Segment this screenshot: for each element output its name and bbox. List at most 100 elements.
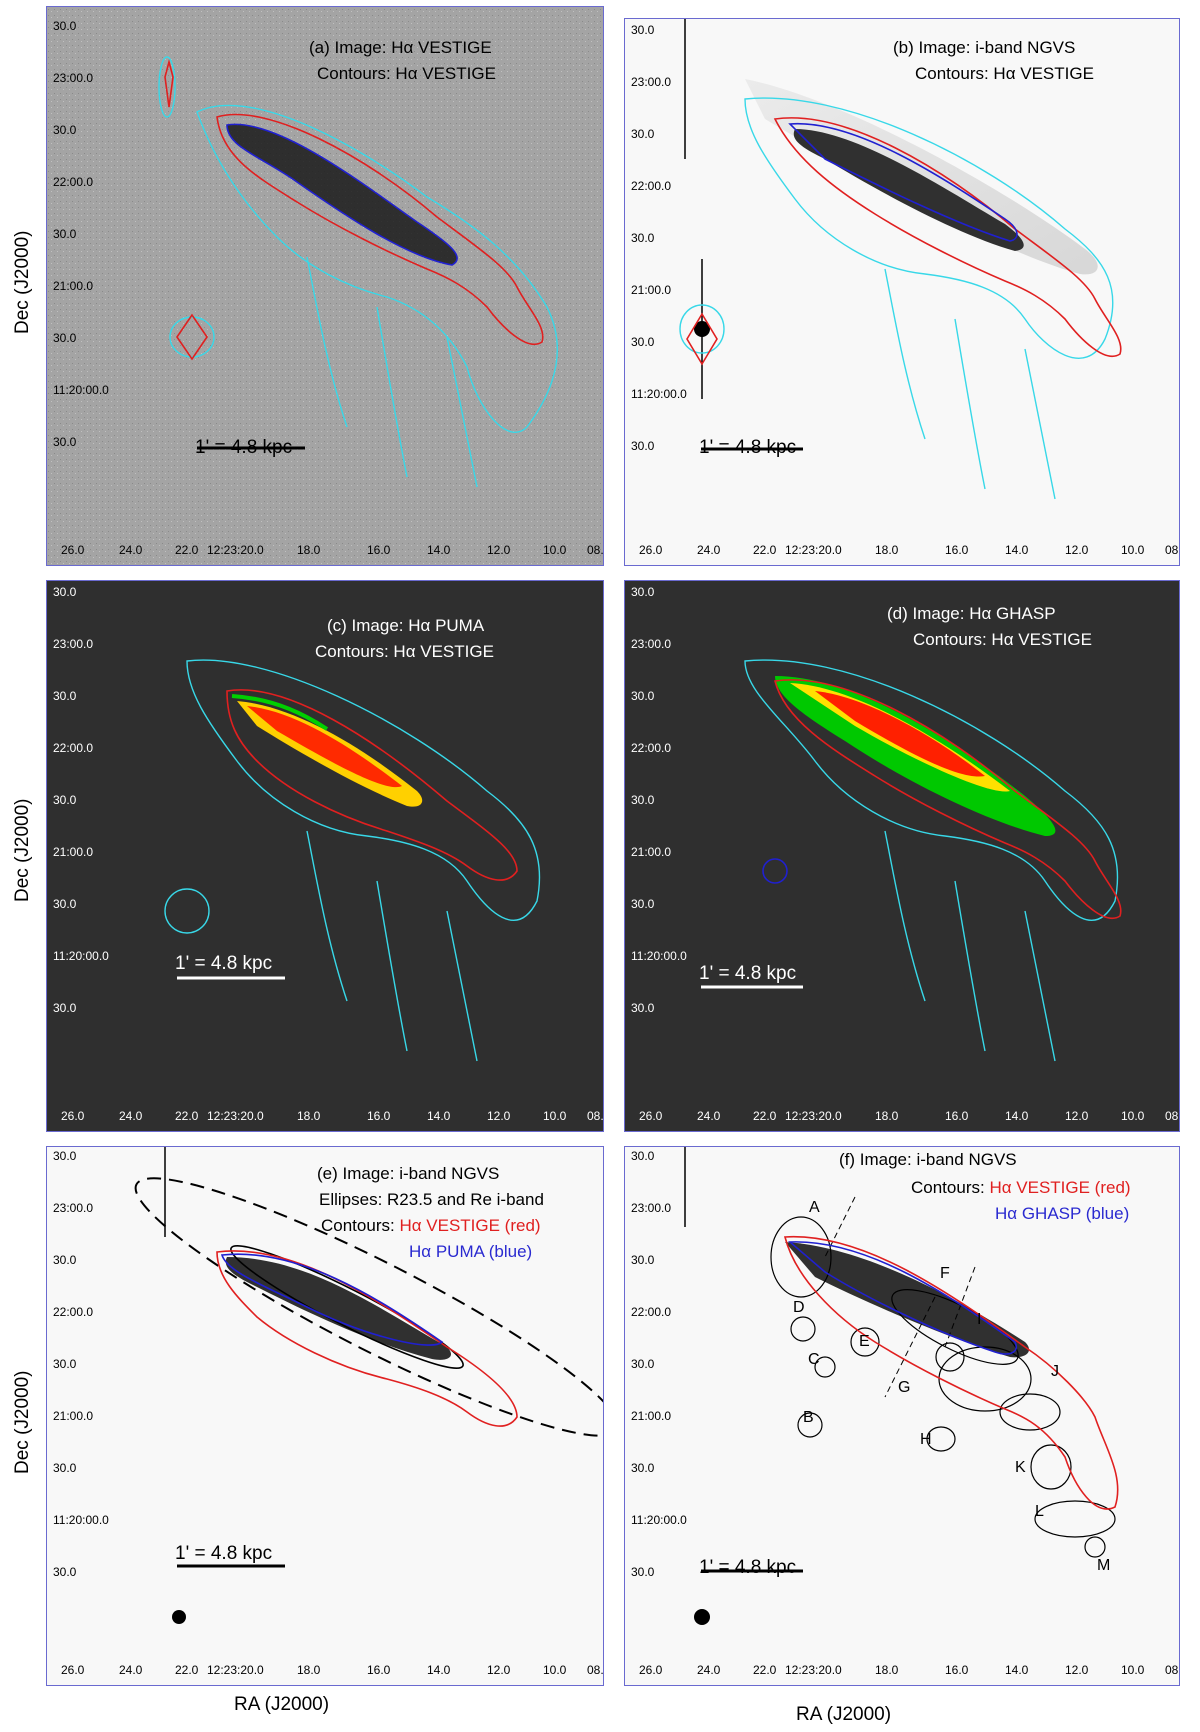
blue-contours: [226, 123, 458, 266]
panel-e-dec-tick: 23:00.0: [53, 1201, 94, 1215]
panel-e-dec-tick: 30.0: [53, 1149, 77, 1163]
panel-a: (a) Image: Hα VESTIGE Contours: Hα VESTI…: [46, 6, 604, 566]
panel-b-ra-tick: 12.0: [1065, 543, 1089, 557]
panel-e-ra-tick: 12.0: [487, 1663, 511, 1677]
panel-b-dec-tick: 22:00.0: [631, 179, 672, 193]
panel-d-ra-tick: 18.0: [875, 1109, 899, 1123]
panel-f-ra-tick: 24.0: [697, 1663, 721, 1677]
panel-d-dec-tick: 23:00.0: [631, 637, 672, 651]
panel-a-ra-tick: 08.: [587, 543, 604, 557]
region-label-a: A: [809, 1199, 820, 1216]
panel-e-dec-tick: 30.0: [53, 1253, 77, 1267]
panel-f-ra-tick: 26.0: [639, 1663, 663, 1677]
panel-f-ra-tick: 12.0: [1065, 1663, 1089, 1677]
panel-e-dec-tick: 30.0: [53, 1565, 77, 1579]
panel-c-dec-tick: 30.0: [53, 585, 77, 599]
r235-ellipse: [134, 1177, 603, 1437]
region-label-l: L: [1035, 1503, 1044, 1520]
region-label-e: E: [859, 1333, 870, 1350]
panel-d-dec-tick: 11:20:00.0: [631, 949, 687, 963]
panel-e-dec-tick: 11:20:00.0: [53, 1513, 109, 1527]
panel-f-image: [684, 1147, 1119, 1625]
panel-e-ra-tick: 18.0: [297, 1663, 321, 1677]
panel-e-title: (e) Image: i-band NGVS: [317, 1164, 500, 1183]
panel-b-ra-tick: 26.0: [639, 543, 663, 557]
panel-c-dec-tick: 21:00.0: [53, 845, 94, 859]
panel-f-dec-tick: 23:00.0: [631, 1201, 672, 1215]
panel-f-dec-tick: 30.0: [631, 1461, 655, 1475]
panel-e-dec-tick: 30.0: [53, 1461, 77, 1475]
region-label-i: I: [977, 1311, 982, 1328]
panel-d-dec-tick: 30.0: [631, 1001, 655, 1015]
panel-b-dec-tick: 23:00.0: [631, 75, 672, 89]
panel-a-dec-tick: 30.0: [53, 19, 77, 33]
panel-c-ra-tick: 24.0: [119, 1109, 143, 1123]
panel-b-scale-label: 1' = 4.8 kpc: [699, 437, 797, 458]
region-label-k: K: [1015, 1459, 1026, 1476]
panel-f-dec-tick: 11:20:00.0: [631, 1513, 687, 1527]
panel-f: (f) Image: i-band NGVS Contours: Hα VEST…: [624, 1146, 1180, 1686]
panel-d-ra-tick: 14.0: [1005, 1109, 1029, 1123]
panel-c-ra-tick: 18.0: [297, 1109, 321, 1123]
panel-b-ra-tick: 10.0: [1121, 543, 1145, 557]
region-label-b: B: [803, 1409, 814, 1426]
panel-d-title: (d) Image: Hα GHASP: [887, 604, 1056, 623]
panel-a-dec-tick: 11:20:00.0: [53, 383, 109, 397]
y-axis-label-row1: Dec (J2000): [12, 230, 33, 335]
panel-c-dec-tick: 30.0: [53, 897, 77, 911]
panel-f-ra-tick: 22.0: [753, 1663, 777, 1677]
region-label-d: D: [793, 1299, 805, 1316]
panel-f-dec-tick: 21:00.0: [631, 1409, 672, 1423]
panel-e-scale-label: 1' = 4.8 kpc: [175, 1543, 273, 1564]
panel-d-ra-tick: 12:23:20.0: [785, 1109, 842, 1123]
panel-f-ra-tick: 10.0: [1121, 1663, 1145, 1677]
panel-b-image: [679, 19, 1122, 500]
panel-f-contours-blue: Hα GHASP (blue): [995, 1204, 1130, 1223]
panel-f-ra-tick: 12:23:20.0: [785, 1663, 842, 1677]
panel-d-dec-tick: 30.0: [631, 689, 655, 703]
panel-b-ra-tick: 12:23:20.0: [785, 543, 842, 557]
region-label-m: M: [1097, 1557, 1111, 1574]
panel-e-ra-tick: 10.0: [543, 1663, 567, 1677]
panel-e-ellipses: Ellipses: R23.5 and Re i-band: [319, 1190, 544, 1209]
panel-f-ra-tick: 14.0: [1005, 1663, 1029, 1677]
panel-c-dec-tick: 11:20:00.0: [53, 949, 109, 963]
panel-a-scale-label: 1' = 4.8 kpc: [195, 437, 293, 458]
panel-f-contours: Contours: Hα VESTIGE (red): [911, 1177, 1131, 1198]
panel-c: (c) Image: Hα PUMA Contours: Hα VESTIGE …: [46, 580, 604, 1132]
panel-d-ra-tick: 12.0: [1065, 1109, 1089, 1123]
panel-b-dec-tick: 21:00.0: [631, 283, 672, 297]
panel-b-dec-tick: 30.0: [631, 127, 655, 141]
panel-e-ra-tick: 14.0: [427, 1663, 451, 1677]
panel-c-dec-tick: 30.0: [53, 1001, 77, 1015]
panel-f-dec-tick: 22:00.0: [631, 1305, 672, 1319]
panel-f-contours-prefix: Contours:: [911, 1178, 990, 1197]
panel-b-ra-tick: 22.0: [753, 543, 777, 557]
panel-f-ra-tick: 18.0: [875, 1663, 899, 1677]
panel-e-contours-prefix: Contours:: [321, 1216, 400, 1235]
x-axis-label-right: RA (J2000): [796, 1704, 892, 1725]
region-label-f: F: [940, 1265, 950, 1282]
panel-b-ra-tick: 24.0: [697, 543, 721, 557]
panel-d-subtitle: Contours: Hα VESTIGE: [913, 630, 1092, 649]
panel-d-image: [701, 659, 1122, 1062]
panel-a-ra-tick: 16.0: [367, 543, 391, 557]
panel-c-dec-tick: 23:00.0: [53, 637, 94, 651]
panel-b-ra-tick: 14.0: [1005, 543, 1029, 557]
panel-f-title: (f) Image: i-band NGVS: [839, 1150, 1017, 1169]
panel-d-ra-tick: 10.0: [1121, 1109, 1145, 1123]
panel-a-ra-tick: 12.0: [487, 543, 511, 557]
panel-d-ra-tick: 08.: [1165, 1109, 1179, 1123]
panel-c-image: [164, 659, 541, 1062]
panel-d-dec-tick: 30.0: [631, 897, 655, 911]
panel-c-dec-tick: 30.0: [53, 689, 77, 703]
panel-d-ra-tick: 16.0: [945, 1109, 969, 1123]
panel-d-dec-tick: 22:00.0: [631, 741, 672, 755]
panel-a-dec-tick: 30.0: [53, 123, 77, 137]
panel-c-title: (c) Image: Hα PUMA: [327, 616, 485, 635]
panel-b-dec-tick: 30.0: [631, 335, 655, 349]
panel-b-ra-tick: 18.0: [875, 543, 899, 557]
panel-c-ra-tick: 10.0: [543, 1109, 567, 1123]
region-label-j: J: [1051, 1363, 1059, 1380]
panel-e-contours-blue: Hα PUMA (blue): [409, 1242, 533, 1261]
